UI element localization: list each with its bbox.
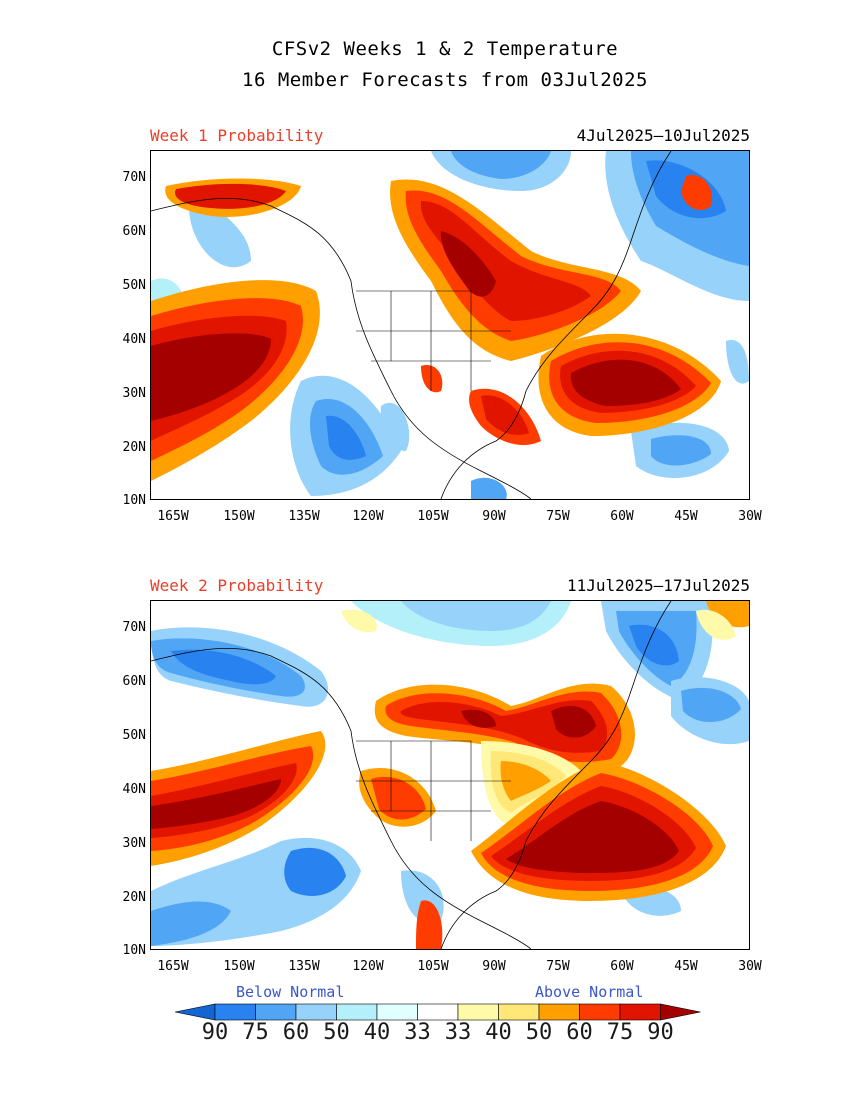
legend-value: 50 [323,1020,350,1045]
legend-swatch [336,1003,378,1021]
legend-value: 60 [282,1020,310,1045]
legend-value: 33 [404,1020,431,1045]
lon-tick: 105W [417,959,449,974]
legend-swatch [255,1003,297,1021]
legend-value: 75 [242,1020,269,1045]
lon-tick: 120W [352,959,384,974]
week2-coastline [151,601,672,949]
legend-color-bar [175,1003,701,1021]
week1-above-normal-regions [151,175,721,481]
lon-tick: 30W [738,959,762,974]
lon-tick: 90W [482,959,506,974]
lat-tick: 40N [122,782,146,797]
legend-swatch [295,1003,337,1021]
lon-tick: 30W [738,509,762,524]
lat-tick: 60N [122,224,146,239]
title-line-1: CFSv2 Weeks 1 & 2 Temperature [271,38,619,60]
week2-dates: 11Jul2025—17Jul2025 [566,576,750,595]
legend-swatch [214,1003,256,1021]
legend-swatch [579,1003,621,1021]
lat-tick: 70N [122,620,146,635]
lat-tick: 50N [122,278,146,293]
lon-tick: 135W [288,509,320,524]
week2-label: Week 2 Probability [150,576,324,595]
legend-value: 50 [525,1020,553,1045]
legend-above-label: Above Normal [535,983,644,1001]
lon-tick: 165W [157,509,189,524]
lat-tick: 60N [122,674,146,689]
title-line-2: 16 Member Forecasts from 03Jul2025 [242,69,648,91]
legend-value: 40 [363,1020,391,1045]
lat-tick: 20N [122,440,146,455]
lon-tick: 150W [223,509,255,524]
lon-tick: 105W [417,509,449,524]
lat-tick: 30N [122,836,146,851]
lat-tick: 20N [122,890,146,905]
lon-tick: 60W [610,959,634,974]
legend-swatch [417,1003,459,1021]
legend-value: 75 [606,1020,634,1045]
legend-swatch [498,1003,540,1021]
lon-tick: 45W [674,509,698,524]
week1-below-normal-regions [151,151,749,499]
lon-tick: 45W [674,959,698,974]
lon-tick: 165W [157,959,189,974]
week2-above-normal-regions [151,601,749,949]
legend-swatch [175,1003,216,1021]
lon-tick: 90W [482,509,506,524]
lat-tick: 50N [122,728,146,743]
legend-value: 33 [444,1020,472,1045]
lon-tick: 135W [288,959,320,974]
legend-value: 90 [647,1020,674,1045]
week1-dates: 4Jul2025—10Jul2025 [576,126,750,145]
legend-value: 90 [201,1020,229,1045]
week1-map [150,150,750,500]
legend-below-label: Below Normal [236,983,345,1001]
legend-swatch [376,1003,418,1021]
lat-tick: 70N [122,170,146,185]
lon-tick: 120W [352,509,384,524]
lat-tick: 10N [122,493,146,508]
legend-value: 60 [566,1020,593,1045]
lat-tick: 10N [122,943,146,958]
legend-value: 40 [485,1020,512,1045]
lon-tick: 75W [546,509,570,524]
legend-swatch [538,1003,580,1021]
week2-below-normal-regions [151,601,749,946]
week1-label: Week 1 Probability [150,126,324,145]
lon-tick: 150W [223,959,255,974]
lat-tick: 30N [122,386,146,401]
week1-map-canvas [151,151,749,499]
legend-swatch [660,1003,701,1021]
week2-map [150,600,750,950]
week2-map-canvas [151,601,749,949]
legend-swatch [619,1003,661,1021]
lon-tick: 60W [610,509,634,524]
lat-tick: 40N [122,332,146,347]
legend-swatch [457,1003,499,1021]
lon-tick: 75W [546,959,570,974]
week1-coastline [151,151,672,499]
